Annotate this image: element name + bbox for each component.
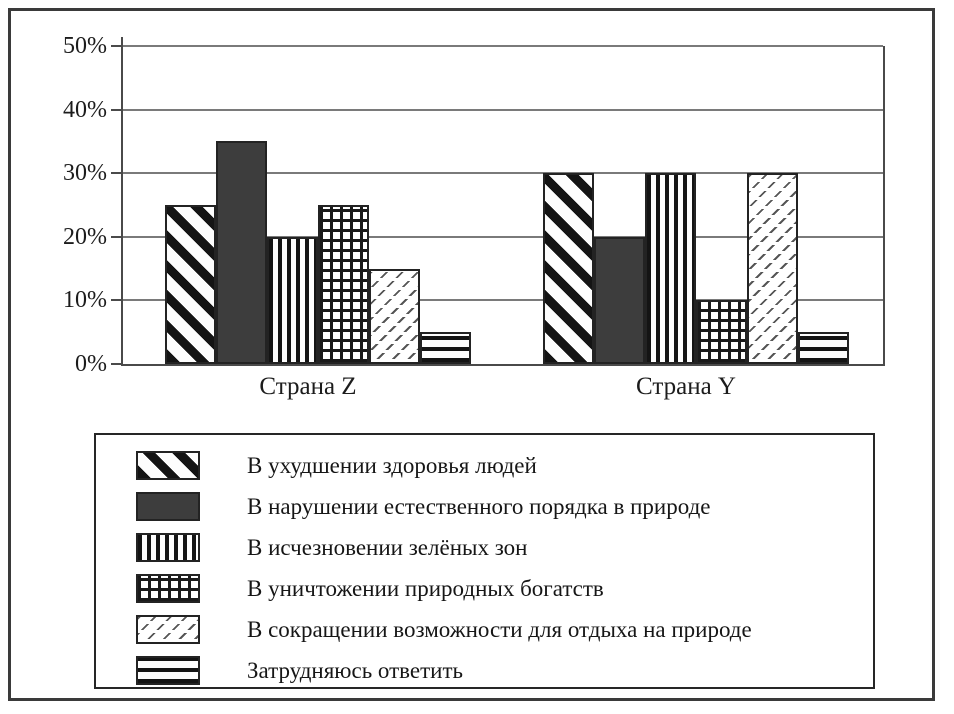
bar (696, 300, 747, 364)
bar (369, 269, 420, 364)
solid-dark-swatch (136, 492, 200, 521)
bar (165, 205, 216, 364)
gridline-20 (123, 236, 883, 238)
y-axis-tick (111, 236, 123, 238)
legend-row: В нарушении естественного порядка в прир… (136, 486, 873, 527)
legend-label: В ухудшении здоровья людей (247, 452, 537, 478)
diagonal-stripes-swatch (136, 451, 200, 480)
bar (543, 173, 594, 364)
gridline-30 (123, 172, 883, 174)
bar (267, 237, 318, 364)
gridline-10 (123, 299, 883, 301)
legend-row: Затрудняюсь ответить (136, 650, 873, 691)
y-axis-tick (111, 45, 123, 47)
legend-row: В исчезновении зелёных зон (136, 527, 873, 568)
y-axis-tick (111, 109, 123, 111)
y-tick-label: 50% (63, 33, 107, 59)
legend-label: В сокращении возможности для отдыха на п… (247, 616, 752, 642)
y-tick-label: 10% (63, 287, 107, 313)
legend-row: В ухудшении здоровья людей (136, 445, 873, 486)
legend-label: В нарушении естественного порядка в прир… (247, 493, 711, 519)
x-axis-group-label: Страна Z (259, 373, 357, 400)
outer-frame: 50% 40% 30% 20% 10% 0% Страна Z Страна Y В уху… (8, 8, 935, 701)
y-tick-label: 30% (63, 160, 107, 186)
y-axis-cap (121, 37, 123, 46)
vertical-stripes-swatch (136, 533, 200, 562)
legend-box: В ухудшении здоровья людей В нарушении ес… (94, 433, 875, 689)
x-axis-group-label: Страна Y (636, 373, 736, 400)
plot-area: 50% 40% 30% 20% 10% 0% (63, 34, 885, 376)
crosshatch-grid-swatch (136, 574, 200, 603)
bar (747, 173, 798, 364)
y-axis-tick (111, 363, 123, 365)
gridline-40 (123, 109, 883, 111)
horizontal-stripes-swatch (136, 656, 200, 685)
diagonal-dashes-swatch (136, 615, 200, 644)
bar (420, 332, 471, 364)
legend-label: В исчезновении зелёных зон (247, 534, 528, 560)
y-axis-tick (111, 172, 123, 174)
legend-label: Затрудняюсь ответить (247, 657, 464, 683)
y-tick-label: 40% (63, 97, 107, 123)
legend-label: В уничтожении природных богатств (247, 575, 604, 601)
gridline-50 (123, 45, 883, 47)
bar (645, 173, 696, 364)
y-tick-label: 20% (63, 224, 107, 250)
y-axis-tick (111, 299, 123, 301)
bar (594, 237, 645, 364)
legend-row: В сокращении возможности для отдыха на п… (136, 609, 873, 650)
bar (318, 205, 369, 364)
y-tick-label: 0% (75, 351, 107, 377)
legend-row: В уничтожении природных богатств (136, 568, 873, 609)
bar (216, 141, 267, 364)
bar (798, 332, 849, 364)
